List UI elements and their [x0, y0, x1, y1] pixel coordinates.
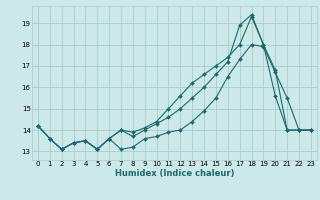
X-axis label: Humidex (Indice chaleur): Humidex (Indice chaleur)	[115, 169, 234, 178]
